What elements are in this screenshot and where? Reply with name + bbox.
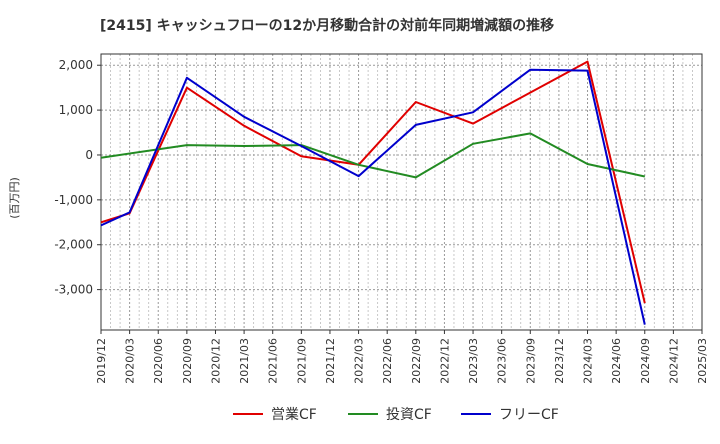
x-tick-label: 2023/12 [553,338,566,384]
x-tick-label: 2024/06 [610,338,623,384]
x-tick-label: 2023/06 [496,338,509,384]
axes: 2,000 1,000 0 -1,000 -2,000 -3,000 2019/12 2020… [54,53,709,384]
x-tick-label: 2021/12 [324,338,337,384]
y-tick-label: 2,000 [59,58,93,72]
legend: 営業CF 投資CF フリーCF [233,407,559,423]
x-tick-label: 2024/09 [639,338,652,384]
legend-label: フリーCF [499,407,559,423]
x-tick-label: 2022/06 [381,338,394,384]
y-tick-label: 1,000 [59,103,93,117]
y-tick-label: -2,000 [54,238,93,252]
x-tick-label: 2022/03 [353,338,366,384]
y-tick-label: -1,000 [54,193,93,207]
x-tick-label: 2025/03 [696,338,709,384]
series-lines [100,60,646,325]
y-tick-label: 0 [85,148,93,162]
x-tick-label: 2023/03 [467,338,480,384]
x-tick-label: 2023/09 [524,338,537,384]
legend-label: 投資CF [386,407,432,423]
y-axis-label: (百万円) [8,177,21,219]
x-tick-label: 2021/09 [295,338,308,384]
x-tick-label: 2024/12 [667,338,680,384]
x-tick-label: 2019/12 [95,338,108,384]
series-line-1 [100,60,646,304]
x-tick-label: 2021/03 [238,338,251,384]
series-line-2 [100,132,646,179]
x-tick-label: 2024/03 [582,338,595,384]
x-tick-label: 2020/12 [209,338,222,384]
series-line-3 [100,68,646,325]
legend-label: 営業CF [271,407,317,423]
chart-title: [2415] キャッシュフローの12か月移動合計の対前年同期増減額の推移 [100,17,554,34]
plot-frame [100,53,703,331]
y-tick-label: -3,000 [54,283,93,297]
x-tick-label: 2022/12 [438,338,451,384]
x-tick-label: 2021/06 [267,338,280,384]
grid [100,54,703,330]
x-tick-label: 2022/09 [410,338,423,384]
x-tick-label: 2020/03 [124,338,137,384]
x-tick-label: 2020/06 [152,338,165,384]
x-tick-label: 2020/09 [181,338,194,384]
